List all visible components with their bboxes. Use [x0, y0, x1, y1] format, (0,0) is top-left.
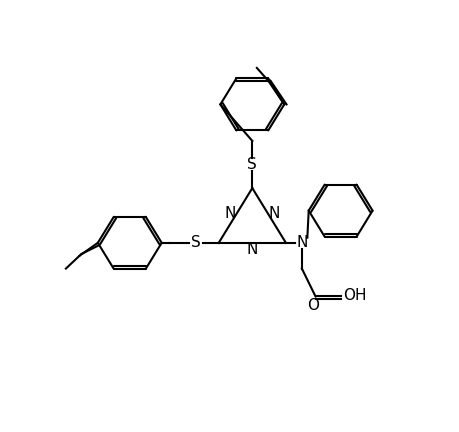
Text: N: N: [224, 206, 236, 221]
Text: N: N: [296, 235, 308, 250]
Text: S: S: [247, 157, 257, 172]
Text: S: S: [191, 235, 201, 250]
Text: N: N: [246, 242, 258, 257]
Text: OH: OH: [343, 288, 366, 303]
Text: O: O: [307, 298, 319, 313]
Text: N: N: [269, 206, 280, 221]
